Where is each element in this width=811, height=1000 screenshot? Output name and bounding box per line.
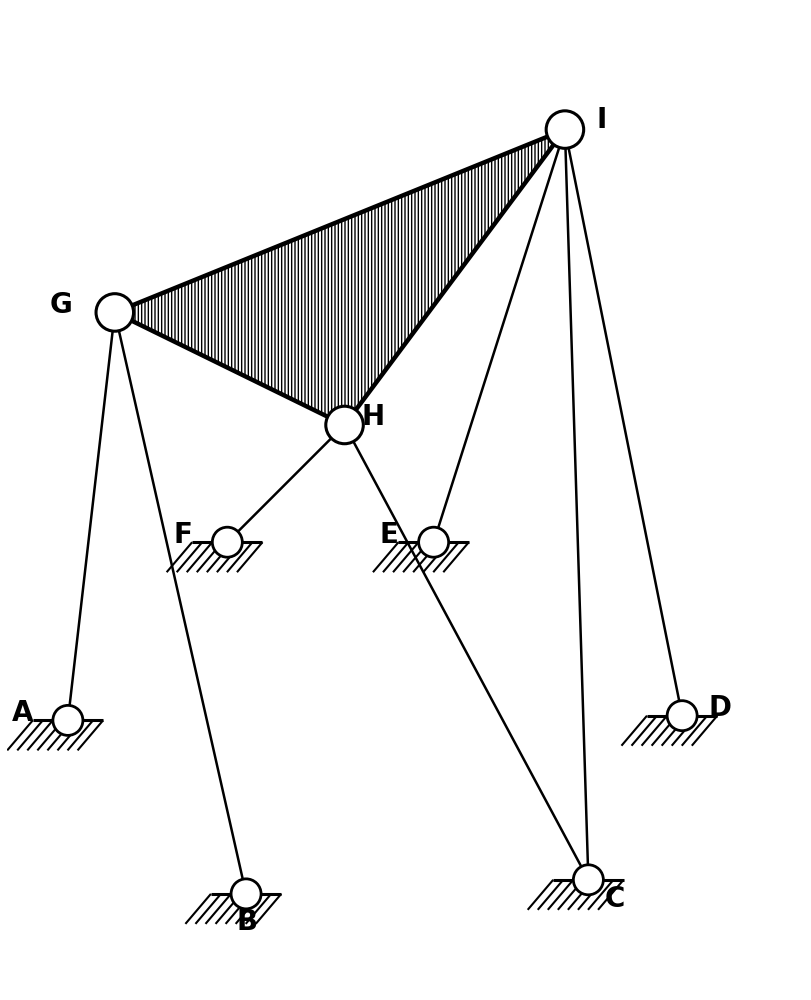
Circle shape [546,111,584,148]
Text: $\mathit{\mathbf{I}}$: $\mathit{\mathbf{I}}$ [596,106,606,134]
Polygon shape [115,130,565,425]
Circle shape [418,527,448,557]
Text: $\mathit{\mathbf{H}}$: $\mathit{\mathbf{H}}$ [362,403,384,431]
Circle shape [96,294,134,331]
Circle shape [212,527,242,557]
Text: $\mathit{\mathbf{B}}$: $\mathit{\mathbf{B}}$ [235,908,256,936]
Text: $\mathit{\mathbf{G}}$: $\mathit{\mathbf{G}}$ [49,291,71,319]
Text: $\mathit{\mathbf{D}}$: $\mathit{\mathbf{D}}$ [708,694,732,722]
Circle shape [53,705,83,735]
Circle shape [231,879,261,909]
Circle shape [326,406,363,444]
Text: $\mathit{\mathbf{C}}$: $\mathit{\mathbf{C}}$ [604,885,625,913]
Text: $\mathit{\mathbf{E}}$: $\mathit{\mathbf{E}}$ [380,521,398,549]
Text: $\mathit{\mathbf{A}}$: $\mathit{\mathbf{A}}$ [11,699,35,727]
Circle shape [667,701,697,731]
Circle shape [573,865,603,895]
Text: $\mathit{\mathbf{F}}$: $\mathit{\mathbf{F}}$ [173,521,191,549]
